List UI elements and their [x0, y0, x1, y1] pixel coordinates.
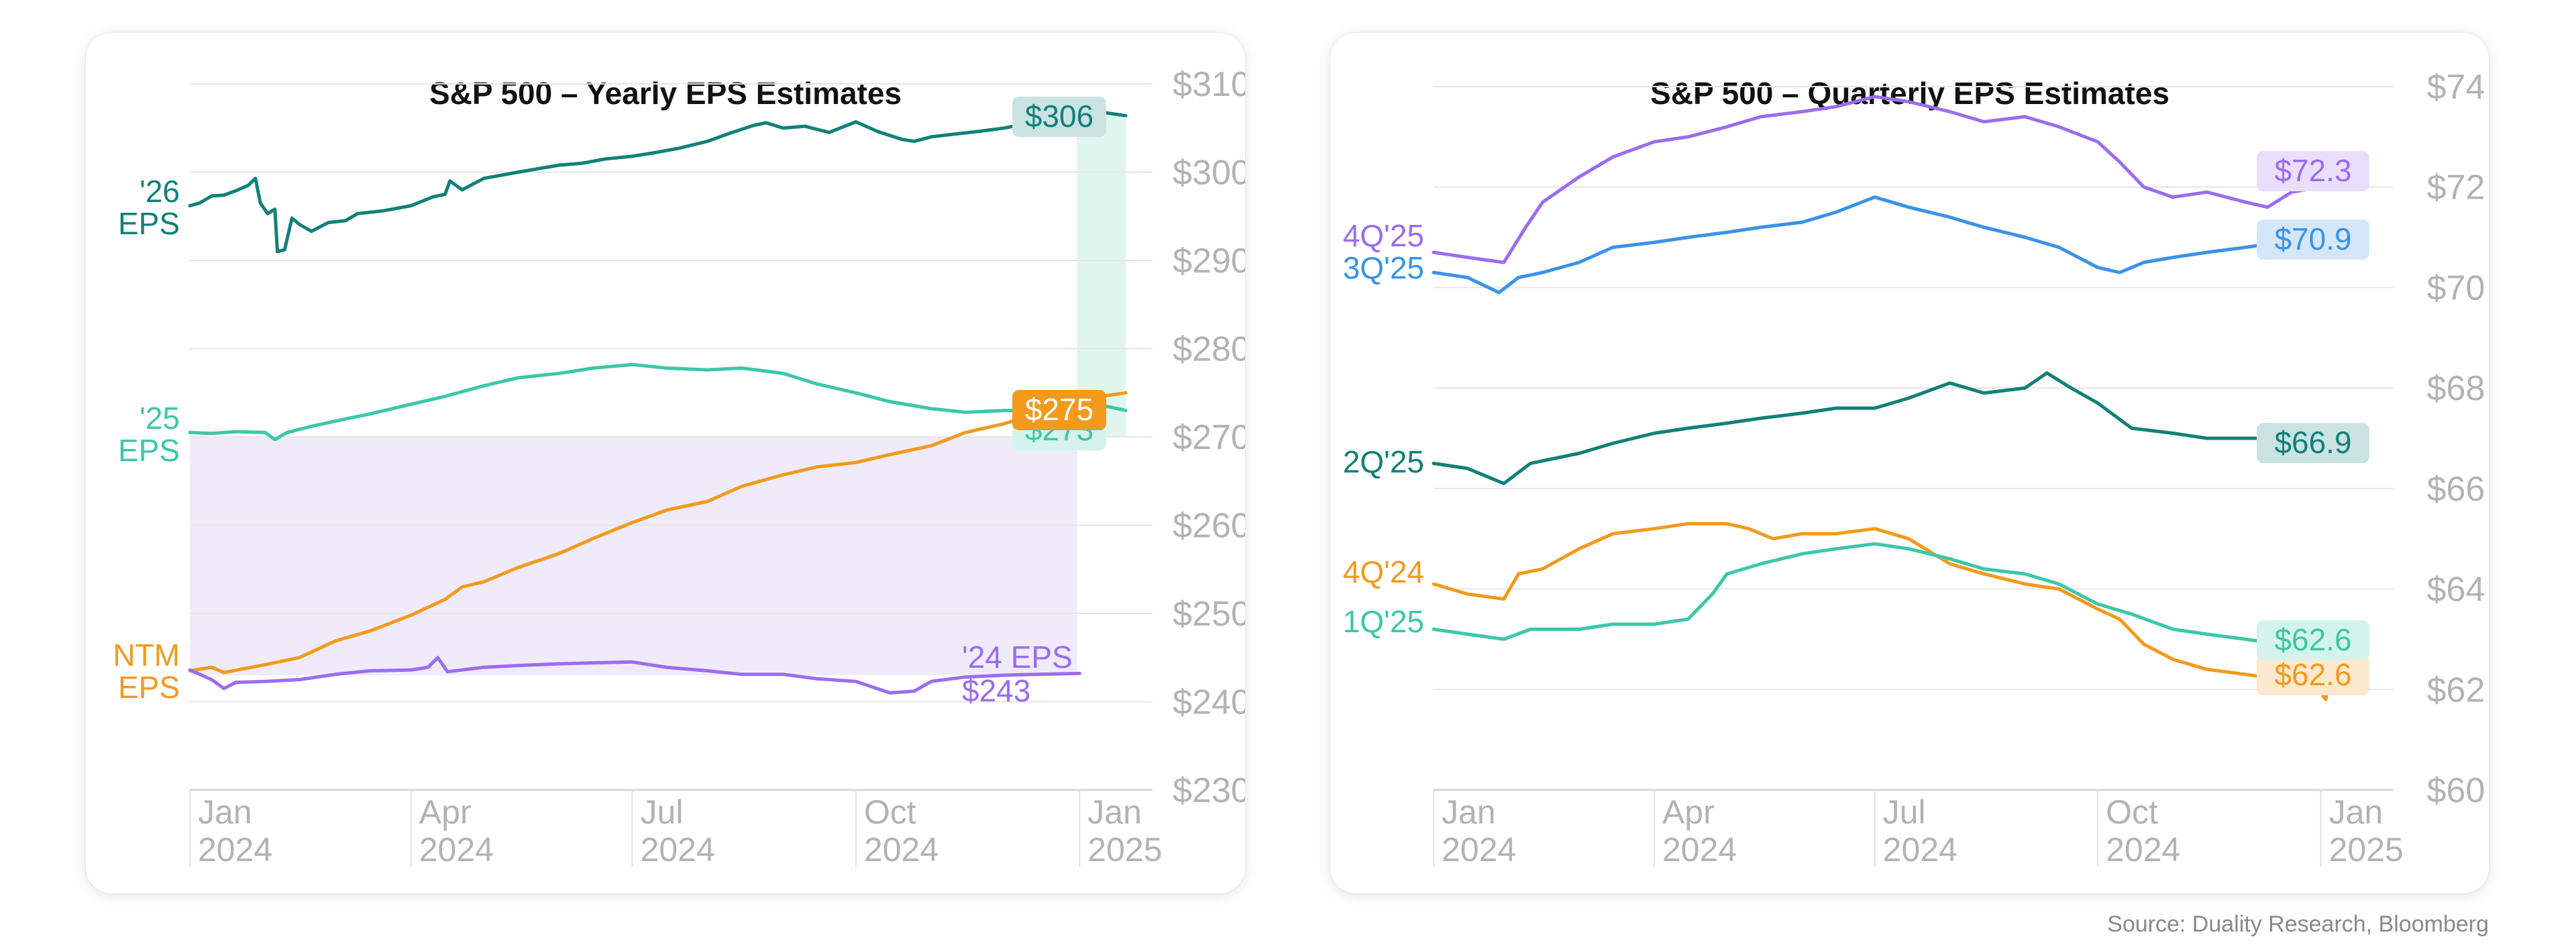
series-label-ntm: EPS [118, 670, 180, 705]
series-label-q3_25: 3Q'25 [1343, 250, 1424, 285]
y-tick-label: $280 [1173, 330, 1245, 369]
y-tick-label: $290 [1173, 242, 1245, 281]
end-value-label-eps26: $306 [1025, 99, 1093, 134]
yearly-eps-chart-card: S&P 500 – Yearly EPS Estimates $230 $240 $2… [86, 33, 1245, 893]
y-tick-label: $66 [2427, 470, 2485, 509]
x-tick-label: 2024 [641, 831, 715, 868]
series-line-q2_25 [1432, 371, 2369, 485]
end-value-badge-q4_25 [2257, 151, 2369, 191]
x-tick-label: 2024 [1442, 831, 1516, 868]
y-tick-label: $62 [2427, 670, 2485, 709]
series-line-q4_25 [1432, 95, 2369, 264]
series-label-ntm: NTM [113, 638, 180, 673]
chart-title: S&P 500 – Yearly EPS Estimates [429, 76, 902, 111]
x-tick-label: 2024 [2106, 831, 2180, 868]
y-tick-label: $72 [2427, 168, 2485, 207]
y-tick-label: $70 [2427, 268, 2485, 307]
x-tick-label: Jan [2329, 793, 2383, 831]
x-tick-label: 2024 [419, 831, 494, 868]
series-line-eps25 [188, 362, 1128, 442]
end-value-label-q3_25: $70.9 [2274, 221, 2351, 256]
x-tick-label: Jan [198, 793, 252, 831]
series-label-eps25: '25 [140, 401, 180, 436]
y-tick-label: $270 [1173, 418, 1245, 457]
series-line-q4_24 [1432, 521, 2369, 701]
end-value-label-q2_25: $66.9 [2274, 425, 2351, 460]
x-tick-label: Apr [419, 793, 472, 831]
end-value-badge-q3_25 [2257, 219, 2369, 260]
y-tick-label: $310 [1173, 65, 1245, 104]
end-value-badge-eps26 [1012, 97, 1106, 137]
y-tick-label: $60 [2427, 771, 2485, 810]
series-line-eps24 [188, 656, 1081, 695]
y-tick-label: $300 [1173, 154, 1245, 193]
end-value-badge-q2_25 [2257, 423, 2369, 463]
end-value-label-q4_24: $62.6 [2274, 657, 2351, 692]
series-line-q1_25 [1432, 542, 2369, 661]
end-value-label-q1_25: $62.6 [2274, 622, 2351, 657]
series-label-eps24: '24 EPS [962, 640, 1073, 675]
y-tick-label: $260 [1173, 507, 1245, 546]
series-label-q4_25: 4Q'25 [1343, 218, 1424, 253]
x-tick-label: 2024 [1662, 831, 1737, 868]
yearly-eps-chart: S&P 500 – Yearly EPS Estimates $230 $240 $2… [113, 65, 1245, 868]
end-value-badge-q1_25 [2257, 620, 2369, 660]
end-value-label-ntm: $275 [1025, 392, 1093, 427]
series-line-q3_25 [1432, 195, 2369, 295]
y-tick-label: $230 [1173, 771, 1245, 810]
highlight-band [1077, 115, 1126, 437]
end-value-label-q4_25: $72.3 [2274, 153, 2351, 188]
x-tick-label: Jan [1442, 793, 1496, 831]
highlight-band [190, 437, 1077, 676]
quarterly-eps-chart: S&P 500 – Quarterly EPS Estimates $60 $62 $… [1343, 68, 2485, 868]
x-tick-label: 2024 [864, 831, 938, 868]
x-tick-label: 2024 [198, 831, 272, 868]
series-label-eps26: EPS [118, 206, 180, 241]
series-label-eps25: EPS [118, 433, 180, 468]
y-tick-label: $74 [2427, 68, 2485, 107]
series-label-q4_24: 4Q'24 [1343, 554, 1424, 589]
end-value-badge-q4_24 [2257, 655, 2369, 695]
x-tick-label: Oct [2106, 793, 2158, 831]
chart-title: S&P 500 – Quarterly EPS Estimates [1650, 76, 2169, 111]
x-tick-label: Jan [1087, 793, 1142, 831]
y-tick-label: $64 [2427, 570, 2485, 609]
source-note: Source: Duality Research, Bloomberg [2107, 911, 2489, 937]
quarterly-eps-chart-card: S&P 500 – Quarterly EPS Estimates $60 $62 $… [1330, 33, 2489, 893]
x-tick-label: Oct [864, 793, 916, 831]
x-tick-label: 2025 [2329, 831, 2404, 868]
x-tick-label: Jul [641, 793, 684, 831]
x-tick-label: 2025 [1087, 831, 1162, 868]
end-value-badge-ntm [1012, 390, 1106, 430]
y-tick-label: $250 [1173, 595, 1245, 634]
series-line-ntm [188, 391, 1128, 675]
series-label-q2_25: 2Q'25 [1343, 444, 1424, 479]
x-tick-label: 2024 [1883, 831, 1957, 868]
y-tick-label: $240 [1173, 683, 1245, 722]
series-label-eps26: '26 [140, 174, 180, 209]
y-tick-label: $68 [2427, 369, 2485, 408]
series-label-eps24: $243 [962, 673, 1030, 708]
x-tick-label: Jul [1883, 793, 1926, 831]
series-line-eps26 [188, 110, 1128, 254]
x-tick-label: Apr [1662, 793, 1715, 831]
series-label-q1_25: 1Q'25 [1343, 604, 1424, 639]
